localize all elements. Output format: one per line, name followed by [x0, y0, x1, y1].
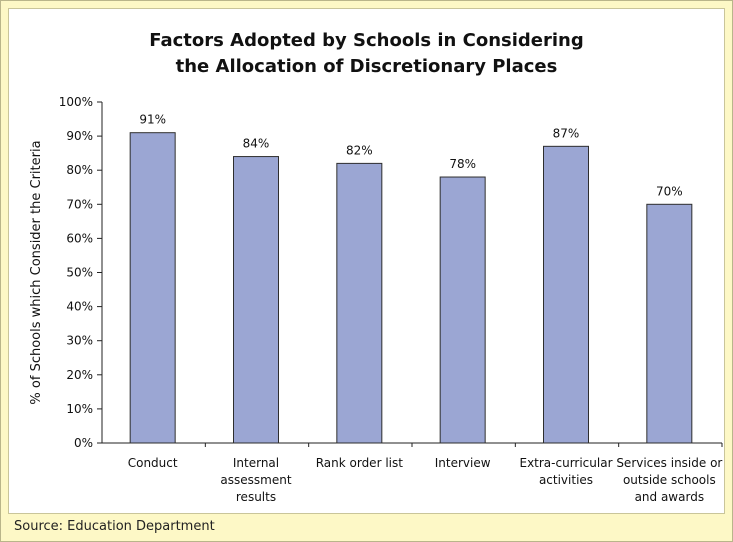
x-category-label: Rank order list: [316, 456, 404, 470]
chart-title: Factors Adopted by Schools in Considerin…: [0, 28, 733, 80]
y-tick-label: 10%: [66, 402, 93, 416]
bar-value-label: 70%: [656, 184, 683, 198]
bar-1: [129, 132, 176, 444]
bar-value-label: 91%: [139, 113, 166, 127]
y-tick-label: 40%: [66, 300, 93, 314]
y-tick-label: 0%: [74, 436, 93, 450]
chart-title-line-1: Factors Adopted by Schools in Considerin…: [149, 30, 584, 51]
x-category-label: results: [236, 490, 276, 504]
x-category-label: Interview: [435, 456, 491, 470]
x-category-label: Internal: [233, 456, 279, 470]
x-category-label: Extra-curricular: [519, 456, 612, 470]
bar-5: [543, 145, 589, 444]
x-category-label: assessment: [220, 473, 291, 487]
x-axis-labels: Conduct Internal assessment results Rank ord…: [128, 443, 723, 504]
bar-value-label: 82%: [346, 143, 373, 157]
bar-4: [439, 176, 486, 444]
bar-value-label: 84%: [243, 137, 270, 151]
x-category-label: and awards: [635, 490, 705, 504]
x-category-label: Services inside or: [616, 456, 722, 470]
source-note: Source: Education Department: [14, 519, 215, 534]
y-tick-label: 90%: [66, 129, 93, 143]
y-tick-label: 80%: [66, 163, 93, 177]
bar-value-label: 78%: [449, 157, 476, 171]
y-tick-label: 100%: [59, 95, 93, 109]
x-category-label: outside schools: [623, 473, 716, 487]
y-tick-label: 30%: [66, 334, 93, 348]
bar-value-label: 87%: [553, 126, 580, 140]
y-tick-label: 70%: [66, 197, 93, 211]
x-category-label: activities: [539, 473, 593, 487]
x-category-label: Conduct: [128, 456, 178, 470]
y-tick-label: 60%: [66, 231, 93, 245]
bar-3: [336, 162, 383, 444]
y-tick-label: 50%: [66, 266, 93, 280]
y-tick-label: 20%: [66, 368, 93, 382]
bars: 91% 84% 82% 78% 87% 70%: [129, 113, 693, 444]
chart-title-line-2: the Allocation of Discretionary Places: [175, 56, 558, 77]
y-axis-title: % of Schools which Consider the Criteria: [29, 140, 44, 404]
bar-6: [646, 203, 693, 444]
bar-2: [233, 156, 279, 444]
